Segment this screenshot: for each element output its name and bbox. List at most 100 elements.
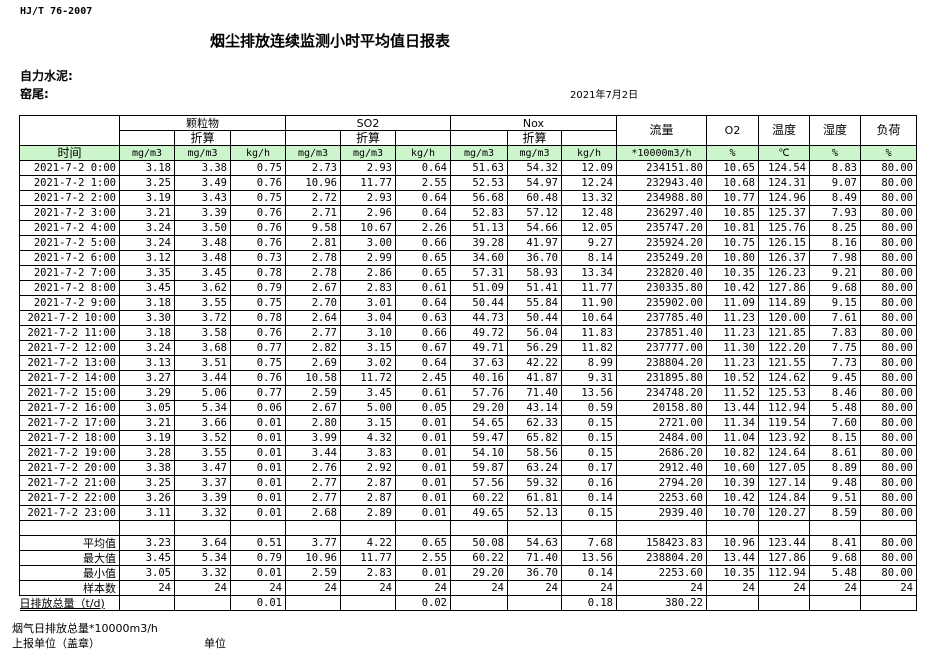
value-cell: 119.54 [758,415,810,431]
value-cell: 52.13 [507,505,562,521]
value-cell: 8.83 [809,160,861,176]
empty-cell [561,520,617,536]
value-cell: 2484.00 [616,430,707,446]
header-converted: 折算 [174,130,231,146]
value-cell: 112.94 [758,400,810,416]
value-cell: 80.00 [860,565,917,581]
value-cell: 3.38 [174,160,231,176]
value-cell: 2794.20 [616,475,707,491]
value-cell: 3.11 [119,505,175,521]
value-cell: 12.05 [561,220,617,236]
value-cell: 0.76 [230,205,286,221]
value-cell: 10.96 [285,550,341,566]
value-cell: 5.06 [174,385,231,401]
value-cell: 8.89 [809,460,861,476]
table-row: 2021-7-2 0:00 3.18 3.38 0.75 2.73 2.93 0.64 51.… [19,160,917,176]
value-cell [758,595,810,611]
value-cell: 120.27 [758,505,810,521]
value-cell: 24 [119,580,175,596]
value-cell: 11.04 [706,430,759,446]
value-cell: 0.01 [230,445,286,461]
empty-cell [395,520,451,536]
report-table: 颗粒物 SO2 Nox 流量 O2 温度 湿度 负荷 折算 折算 折算 时间 m… [19,115,917,611]
value-cell: 39.28 [450,235,508,251]
value-cell: 58.93 [507,265,562,281]
value-cell: 231895.80 [616,370,707,386]
time-cell: 2021-7-2 2:00 [19,190,120,206]
value-cell: 2.86 [340,265,396,281]
value-cell: 57.31 [450,265,508,281]
value-cell: 0.75 [230,160,286,176]
value-cell: 0.73 [230,250,286,266]
value-cell: 8.16 [809,235,861,251]
value-cell: 8.49 [809,190,861,206]
value-cell: 238804.20 [616,355,707,371]
unit-cell: mg/m3 [174,145,231,161]
value-cell: 9.58 [285,220,341,236]
value-cell: 3.55 [174,445,231,461]
value-cell [860,595,917,611]
value-cell: 0.01 [230,475,286,491]
value-cell: 3.32 [174,505,231,521]
value-cell: 3.26 [119,490,175,506]
value-cell: 3.47 [174,460,231,476]
value-cell: 125.53 [758,385,810,401]
value-cell: 10.58 [285,370,341,386]
value-cell: 2.67 [285,280,341,296]
value-cell: 236297.40 [616,205,707,221]
value-cell: 0.01 [230,430,286,446]
summary-row: 最大值 3.45 5.34 0.79 10.96 11.77 2.55 60.22 71.40 1… [19,550,917,566]
value-cell: 2253.60 [616,490,707,506]
table-row: 2021-7-2 18:00 3.19 3.52 0.01 3.99 4.32 0.01 59… [19,430,917,446]
value-cell: 380.22 [616,595,707,611]
value-cell: 11.72 [340,370,396,386]
unit-cell: % [706,145,759,161]
value-cell: 60.22 [450,550,508,566]
value-cell: 80.00 [860,505,917,521]
time-cell: 2021-7-2 8:00 [19,280,120,296]
empty-cell [507,520,562,536]
value-cell: 9.27 [561,235,617,251]
summary-row: 日排放总量（t/d) 0.01 0.02 0.18 380.22 [19,595,917,611]
value-cell: 0.01 [230,505,286,521]
value-cell: 0.15 [561,415,617,431]
value-cell: 3.21 [119,205,175,221]
value-cell: 10.77 [706,190,759,206]
value-cell: 2.77 [285,490,341,506]
report-footer: 烟气日排放总量*10000m3/h 上报单位（盖章） 单位 [12,621,917,651]
value-cell: 2.92 [340,460,396,476]
value-cell: 124.31 [758,175,810,191]
value-cell: 0.63 [395,310,451,326]
value-cell: 52.83 [450,205,508,221]
time-cell: 2021-7-2 6:00 [19,250,120,266]
value-cell: 51.09 [450,280,508,296]
unit-cell: mg/m3 [340,145,396,161]
value-cell: 49.71 [450,340,508,356]
value-cell: 0.76 [230,325,286,341]
value-cell: 237851.40 [616,325,707,341]
value-cell: 57.56 [450,475,508,491]
value-cell: 8.46 [809,385,861,401]
value-cell: 11.77 [561,280,617,296]
value-cell: 9.68 [809,550,861,566]
value-cell: 80.00 [860,430,917,446]
table-row: 2021-7-2 21:00 3.25 3.37 0.01 2.77 2.87 0.01 57… [19,475,917,491]
value-cell: 3.32 [174,565,231,581]
value-cell: 13.34 [561,265,617,281]
value-cell [706,595,759,611]
value-cell: 124.64 [758,445,810,461]
empty-cell [230,520,286,536]
value-cell: 2.59 [285,565,341,581]
value-cell: 13.32 [561,190,617,206]
time-cell: 2021-7-2 14:00 [19,370,120,386]
value-cell: 2.77 [285,475,341,491]
value-cell: 0.01 [395,490,451,506]
value-cell: 3.19 [119,430,175,446]
value-cell: 10.96 [285,175,341,191]
value-cell: 0.15 [561,505,617,521]
value-cell: 3.05 [119,400,175,416]
value-cell: 2939.40 [616,505,707,521]
value-cell: 24 [758,580,810,596]
value-cell: 54.97 [507,175,562,191]
standard-code: HJ/T 76-2007 [20,6,93,17]
